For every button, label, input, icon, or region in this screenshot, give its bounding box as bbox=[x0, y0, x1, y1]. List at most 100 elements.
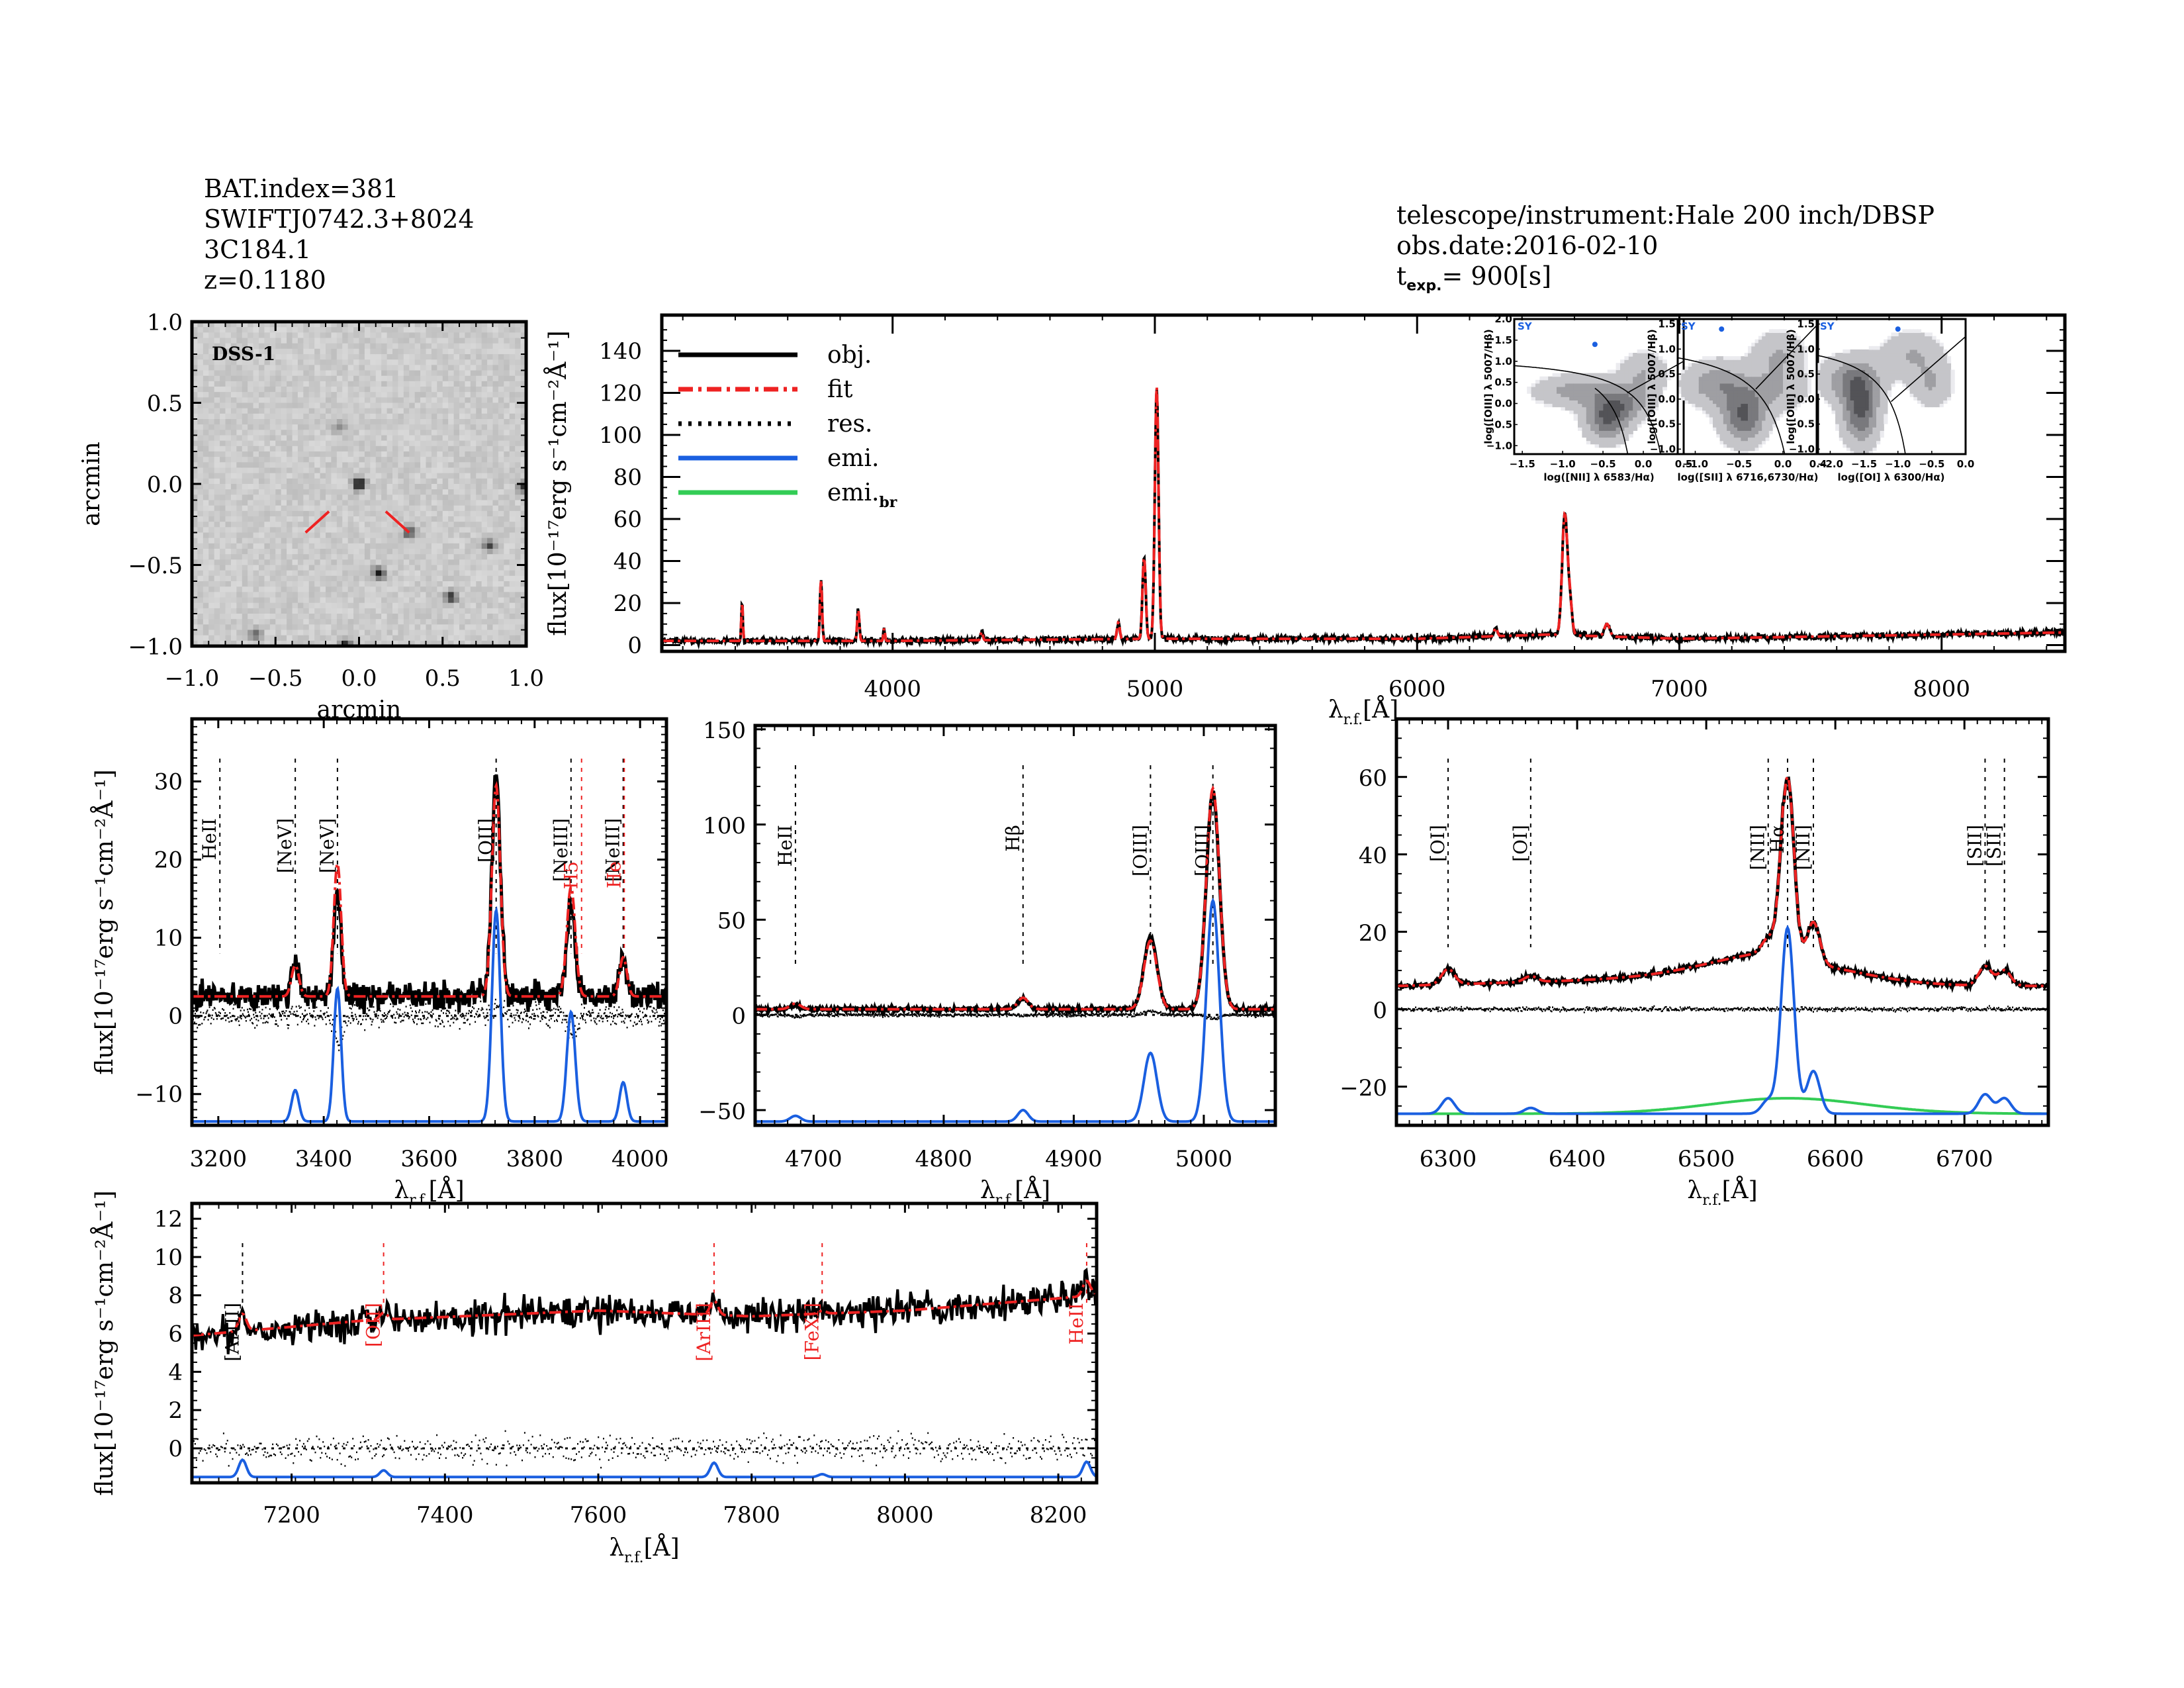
image-pixel bbox=[347, 387, 354, 393]
density-cell bbox=[1733, 379, 1738, 384]
density-cell bbox=[1688, 379, 1692, 384]
image-pixel bbox=[498, 522, 504, 528]
density-cell bbox=[1590, 440, 1596, 445]
density-cell bbox=[1719, 369, 1724, 374]
image-pixel bbox=[409, 359, 416, 365]
image-pixel bbox=[269, 381, 276, 387]
image-pixel bbox=[359, 619, 365, 625]
image-pixel bbox=[375, 575, 382, 582]
density-cell bbox=[1719, 410, 1724, 414]
image-pixel bbox=[403, 494, 410, 501]
image-pixel bbox=[269, 484, 276, 490]
density-cell bbox=[1713, 427, 1717, 431]
y-axis-label: flux[10⁻¹⁷erg s⁻¹cm⁻²Å⁻¹] bbox=[544, 330, 572, 635]
image-pixel bbox=[509, 592, 516, 598]
image-pixel bbox=[375, 424, 382, 430]
image-pixel bbox=[308, 592, 315, 598]
density-cell bbox=[1633, 400, 1638, 404]
image-pixel bbox=[208, 408, 215, 414]
density-cell bbox=[1603, 437, 1608, 442]
y-tick-label: 0.5 bbox=[1494, 377, 1512, 389]
image-pixel bbox=[308, 402, 315, 409]
density-cell bbox=[1539, 383, 1545, 387]
image-pixel bbox=[248, 516, 254, 522]
image-pixel bbox=[292, 549, 298, 555]
image-pixel bbox=[504, 467, 510, 474]
image-pixel bbox=[442, 614, 449, 620]
image-pixel bbox=[387, 575, 393, 582]
image-pixel bbox=[281, 549, 287, 555]
image-pixel bbox=[197, 343, 204, 350]
density-cell bbox=[1633, 410, 1638, 414]
image-pixel bbox=[414, 381, 421, 387]
image-pixel bbox=[287, 478, 293, 485]
density-cell bbox=[1733, 420, 1738, 424]
image-pixel bbox=[453, 489, 460, 495]
density-cell bbox=[1612, 410, 1617, 414]
image-pixel bbox=[236, 565, 243, 571]
image-pixel bbox=[470, 484, 477, 490]
density-cell bbox=[1751, 373, 1756, 377]
image-pixel bbox=[292, 494, 298, 501]
image-pixel bbox=[347, 554, 354, 560]
image-pixel bbox=[230, 392, 237, 398]
image-pixel bbox=[448, 392, 455, 398]
density-cell bbox=[1561, 397, 1566, 400]
density-cell bbox=[1737, 400, 1741, 404]
image-pixel bbox=[520, 570, 526, 577]
image-pixel bbox=[253, 354, 259, 360]
image-pixel bbox=[498, 602, 504, 609]
density-cell bbox=[1539, 379, 1545, 384]
image-pixel bbox=[336, 381, 343, 387]
image-pixel bbox=[520, 370, 526, 377]
image-pixel bbox=[269, 570, 276, 577]
image-pixel bbox=[242, 543, 248, 549]
image-pixel bbox=[248, 359, 254, 365]
image-pixel bbox=[248, 635, 254, 641]
image-pixel bbox=[208, 597, 215, 604]
image-pixel bbox=[203, 397, 209, 404]
image-pixel bbox=[420, 451, 427, 457]
density-cell bbox=[1719, 424, 1724, 428]
density-cell bbox=[1744, 430, 1749, 434]
image-pixel bbox=[409, 473, 416, 479]
image-pixel bbox=[398, 402, 404, 409]
image-pixel bbox=[364, 522, 371, 528]
density-cell bbox=[1744, 369, 1749, 374]
image-pixel bbox=[253, 538, 259, 544]
image-pixel bbox=[509, 435, 516, 442]
image-pixel bbox=[336, 435, 343, 442]
density-cell bbox=[1741, 356, 1745, 360]
image-pixel bbox=[414, 549, 421, 555]
image-pixel bbox=[347, 467, 354, 474]
density-cell bbox=[1649, 406, 1655, 411]
image-pixel bbox=[515, 381, 522, 387]
image-pixel bbox=[314, 365, 321, 371]
image-pixel bbox=[287, 543, 293, 549]
image-pixel bbox=[420, 510, 427, 517]
image-pixel bbox=[303, 510, 310, 517]
image-pixel bbox=[336, 387, 343, 393]
image-pixel bbox=[259, 630, 265, 636]
image-pixel bbox=[453, 462, 460, 469]
image-pixel bbox=[331, 430, 338, 436]
image-pixel bbox=[403, 327, 410, 333]
image-pixel bbox=[314, 522, 321, 528]
density-cell bbox=[1590, 387, 1596, 391]
density-cell bbox=[1633, 363, 1638, 367]
image-pixel bbox=[326, 565, 332, 571]
image-pixel bbox=[403, 630, 410, 636]
density-cell bbox=[1531, 390, 1536, 394]
density-cell bbox=[1565, 379, 1570, 384]
image-pixel bbox=[230, 354, 237, 360]
density-cell bbox=[1645, 400, 1651, 404]
image-pixel bbox=[208, 575, 215, 582]
density-cell bbox=[1590, 390, 1596, 394]
density-cell bbox=[1649, 363, 1655, 367]
image-pixel bbox=[314, 332, 321, 339]
image-pixel bbox=[504, 478, 510, 485]
density-cell bbox=[1730, 390, 1735, 394]
image-pixel bbox=[459, 500, 466, 506]
density-cell bbox=[1620, 416, 1625, 421]
image-pixel bbox=[214, 597, 220, 604]
